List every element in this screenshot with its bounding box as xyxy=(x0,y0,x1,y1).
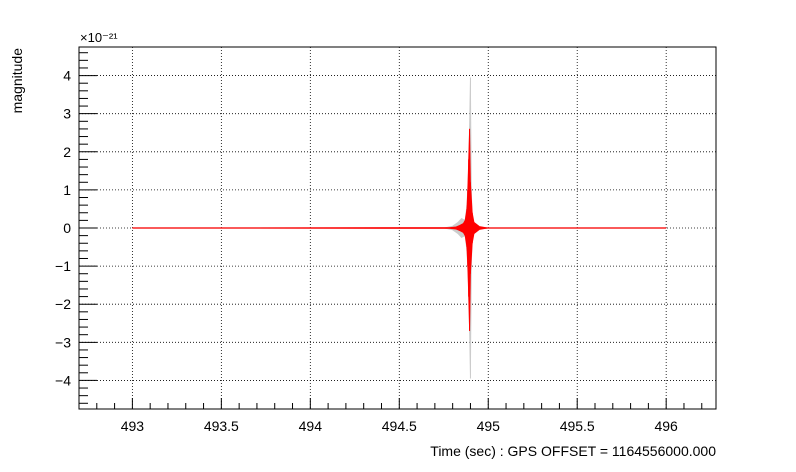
y-tick-label: 2 xyxy=(63,144,71,160)
y-tick-label: −2 xyxy=(55,296,71,312)
x-tick-label: 494 xyxy=(299,418,323,434)
series-envelope xyxy=(132,128,667,331)
series-layer xyxy=(132,77,667,379)
y-tick-labels: −4 −3 −2 −1 0 1 2 3 4 xyxy=(55,68,71,389)
series-1 xyxy=(132,128,667,331)
y-exponent-label: ×10⁻²¹ xyxy=(80,30,118,45)
y-tick-label: 1 xyxy=(63,182,71,198)
y-tick-label: 0 xyxy=(63,220,71,236)
x-axis-label: Time (sec) : GPS OFFSET = 1164556000.000 xyxy=(430,443,716,459)
y-tick-label: −1 xyxy=(55,258,71,274)
axis-ticks xyxy=(79,52,703,409)
x-tick-label: 496 xyxy=(654,418,678,434)
x-tick-label: 493 xyxy=(121,418,145,434)
y-tick-label: 4 xyxy=(63,68,71,84)
x-tick-labels: 493 493.5 494 494.5 495 495.5 496 xyxy=(121,418,678,434)
x-tick-label: 494.5 xyxy=(382,418,417,434)
y-tick-label: −3 xyxy=(55,334,71,350)
y-tick-label: 3 xyxy=(63,106,71,122)
y-axis-label: magnitude xyxy=(9,48,25,114)
series-envelope xyxy=(132,77,667,379)
x-tick-label: 495.5 xyxy=(560,418,595,434)
x-tick-label: 493.5 xyxy=(204,418,239,434)
y-tick-label: −4 xyxy=(55,372,71,388)
x-tick-label: 495 xyxy=(477,418,501,434)
